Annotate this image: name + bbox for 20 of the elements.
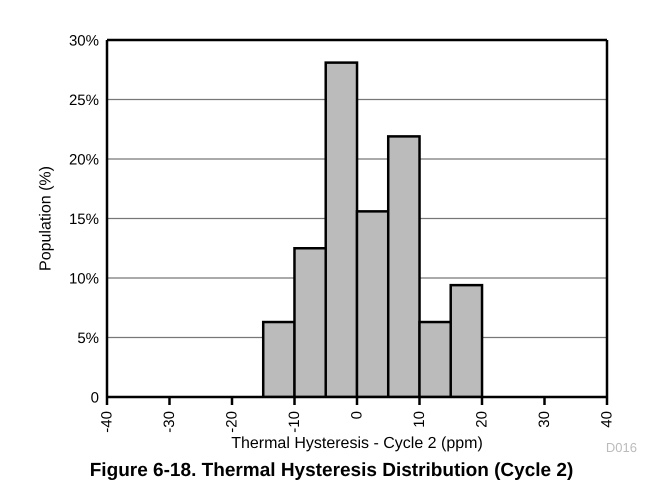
text: D016 — [606, 440, 637, 455]
y-tick-label: 20% — [68, 151, 99, 168]
x-axis-title: Thermal Hysteresis - Cycle 2 (ppm) — [231, 435, 483, 452]
x-tick-label: -40 — [98, 411, 116, 433]
y-tick-label: 5% — [77, 330, 99, 347]
x-tick-label: -30 — [161, 411, 178, 433]
x-tick-label: 40 — [598, 411, 616, 428]
text: Figure 6-18. Thermal Hysteresis Distribution (Cycle 2) — [88, 460, 574, 482]
y-tick-label: 10% — [68, 270, 99, 288]
x-tick-label: 10 — [411, 411, 428, 428]
y-tick-label: 15% — [68, 210, 99, 228]
y-tick-label: 25% — [68, 92, 99, 109]
y-axis-title: Population (%) — [38, 166, 55, 271]
x-tick-label: 30 — [536, 411, 553, 428]
x-tick-label: -20 — [224, 411, 240, 433]
y-tick-label: 0 — [90, 389, 99, 406]
x-tick-label: 20 — [474, 411, 490, 428]
x-tick-label: 0 — [348, 411, 366, 420]
x-tick-label: -10 — [286, 411, 303, 433]
y-tick-label: 30% — [68, 32, 99, 50]
